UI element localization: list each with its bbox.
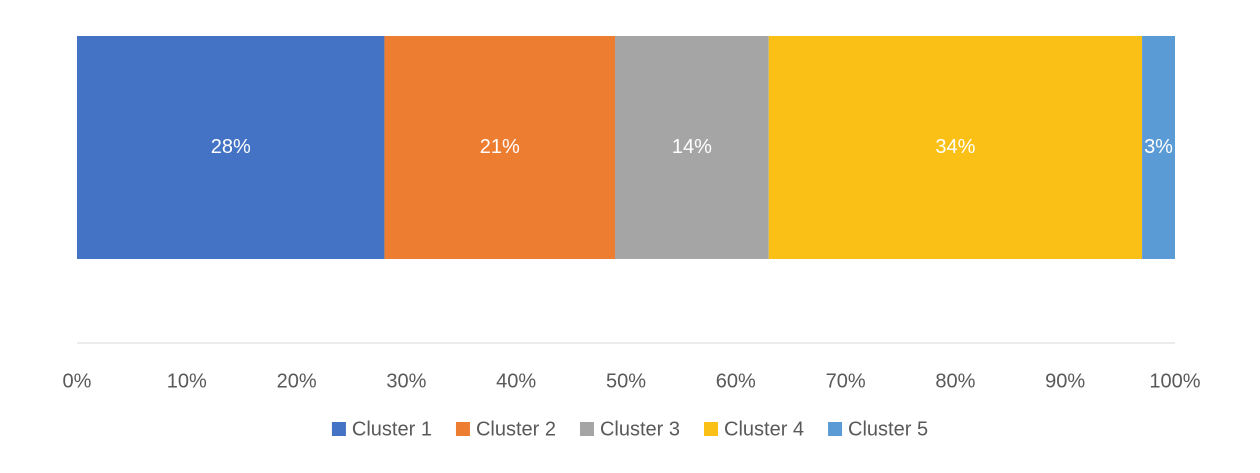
legend-label: Cluster 2	[476, 418, 556, 440]
bar-segment	[615, 36, 769, 259]
x-tick-label: 100%	[1149, 370, 1200, 392]
bar-segment	[768, 36, 1143, 259]
data-label: 28%	[211, 136, 251, 158]
x-tick-label: 10%	[167, 370, 207, 392]
legend-swatch	[455, 422, 470, 436]
x-tick-label: 90%	[1045, 370, 1085, 392]
legend-label: Cluster 1	[352, 418, 432, 440]
data-label: 34%	[935, 136, 975, 158]
legend-swatch	[704, 422, 719, 436]
x-tick-label: 40%	[496, 370, 536, 392]
bar-segment	[77, 36, 385, 259]
x-tick-label: 50%	[606, 370, 646, 392]
x-tick-label: 0%	[63, 370, 92, 392]
legend-label: Cluster 3	[600, 418, 680, 440]
bar-segment	[384, 36, 616, 259]
bar-segment	[1142, 36, 1175, 259]
data-label: 14%	[672, 136, 712, 158]
x-tick-label: 30%	[386, 370, 426, 392]
x-tick-label: 60%	[716, 370, 756, 392]
legend-swatch	[331, 422, 346, 436]
x-tick-label: 70%	[826, 370, 866, 392]
x-tick-label: 20%	[277, 370, 317, 392]
legend-label: Cluster 5	[848, 418, 928, 440]
x-tick-label: 80%	[935, 370, 975, 392]
data-label: 21%	[480, 136, 520, 158]
legend-label: Cluster 4	[724, 418, 804, 440]
legend-swatch	[579, 422, 594, 436]
legend-swatch	[828, 422, 843, 436]
data-label: 3%	[1144, 136, 1173, 158]
